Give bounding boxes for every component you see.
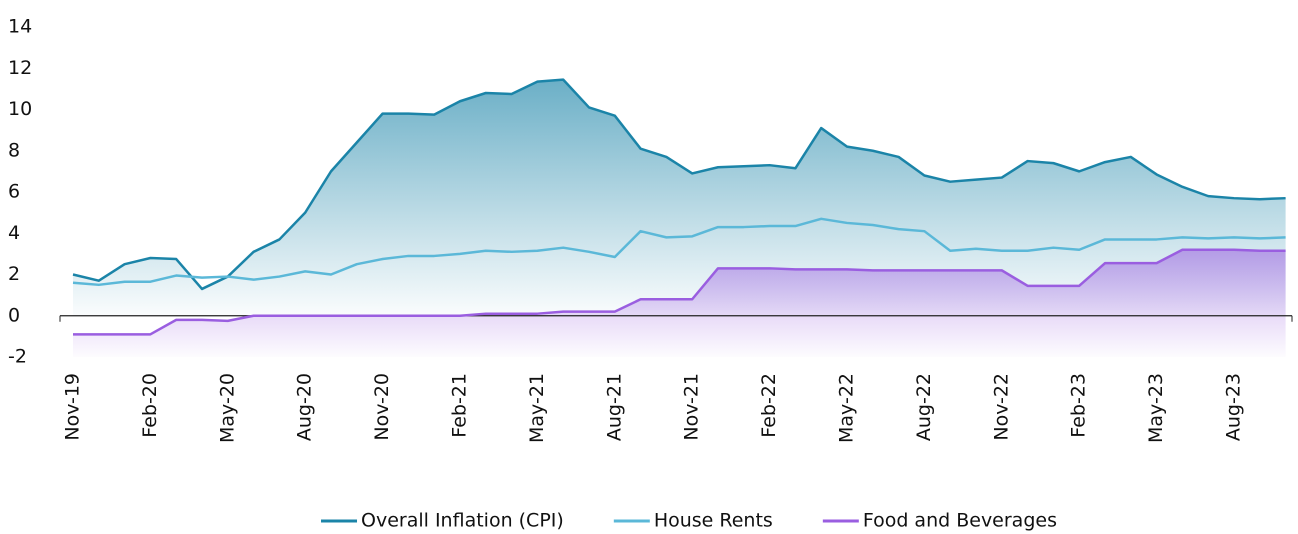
x-tick-label: Aug-23: [1223, 373, 1245, 441]
area: [73, 79, 1286, 316]
x-tick-label: May-22: [836, 373, 858, 443]
y-tick-label: 2: [8, 263, 20, 285]
x-tick-label: May-21: [526, 373, 548, 443]
y-tick-label: 10: [8, 98, 32, 120]
legend-label: Food and Beverages: [863, 510, 1057, 532]
x-tick-label: Nov-20: [371, 373, 393, 441]
y-tick-label: 0: [8, 304, 20, 326]
x-tick-label: Feb-23: [1068, 373, 1090, 438]
line: [73, 248, 1286, 336]
line: [72, 217, 1286, 287]
x-tick-label: Nov-19: [62, 373, 84, 441]
y-tick-label: 4: [8, 222, 20, 244]
y-tick-label: 6: [8, 181, 20, 203]
y-tick-label: 8: [8, 139, 20, 161]
legend-label: Overall Inflation (CPI): [361, 510, 564, 532]
x-tick-label: Aug-21: [603, 373, 625, 441]
legend: Overall Inflation (CPI) House Rents Food a…: [321, 510, 1057, 532]
x-tick-label: Nov-21: [681, 373, 703, 441]
y-tick-label: 12: [8, 57, 32, 79]
x-tick-label: May-20: [216, 373, 238, 443]
x-tick-label: Nov-22: [990, 373, 1012, 441]
x-tick-label: Feb-20: [139, 373, 161, 438]
legend-label: House Rents: [654, 510, 773, 532]
y-tick-label: -2: [8, 346, 27, 368]
area: [73, 249, 1286, 357]
x-tick-label: Aug-20: [294, 373, 316, 441]
x-tick-label: May-23: [1145, 373, 1167, 443]
x-tick-label: Feb-21: [449, 373, 471, 438]
x-tick-label: Aug-22: [913, 373, 935, 441]
x-tick-label: Feb-22: [758, 373, 780, 438]
y-tick-label: 14: [8, 16, 32, 38]
line: [72, 78, 1286, 291]
